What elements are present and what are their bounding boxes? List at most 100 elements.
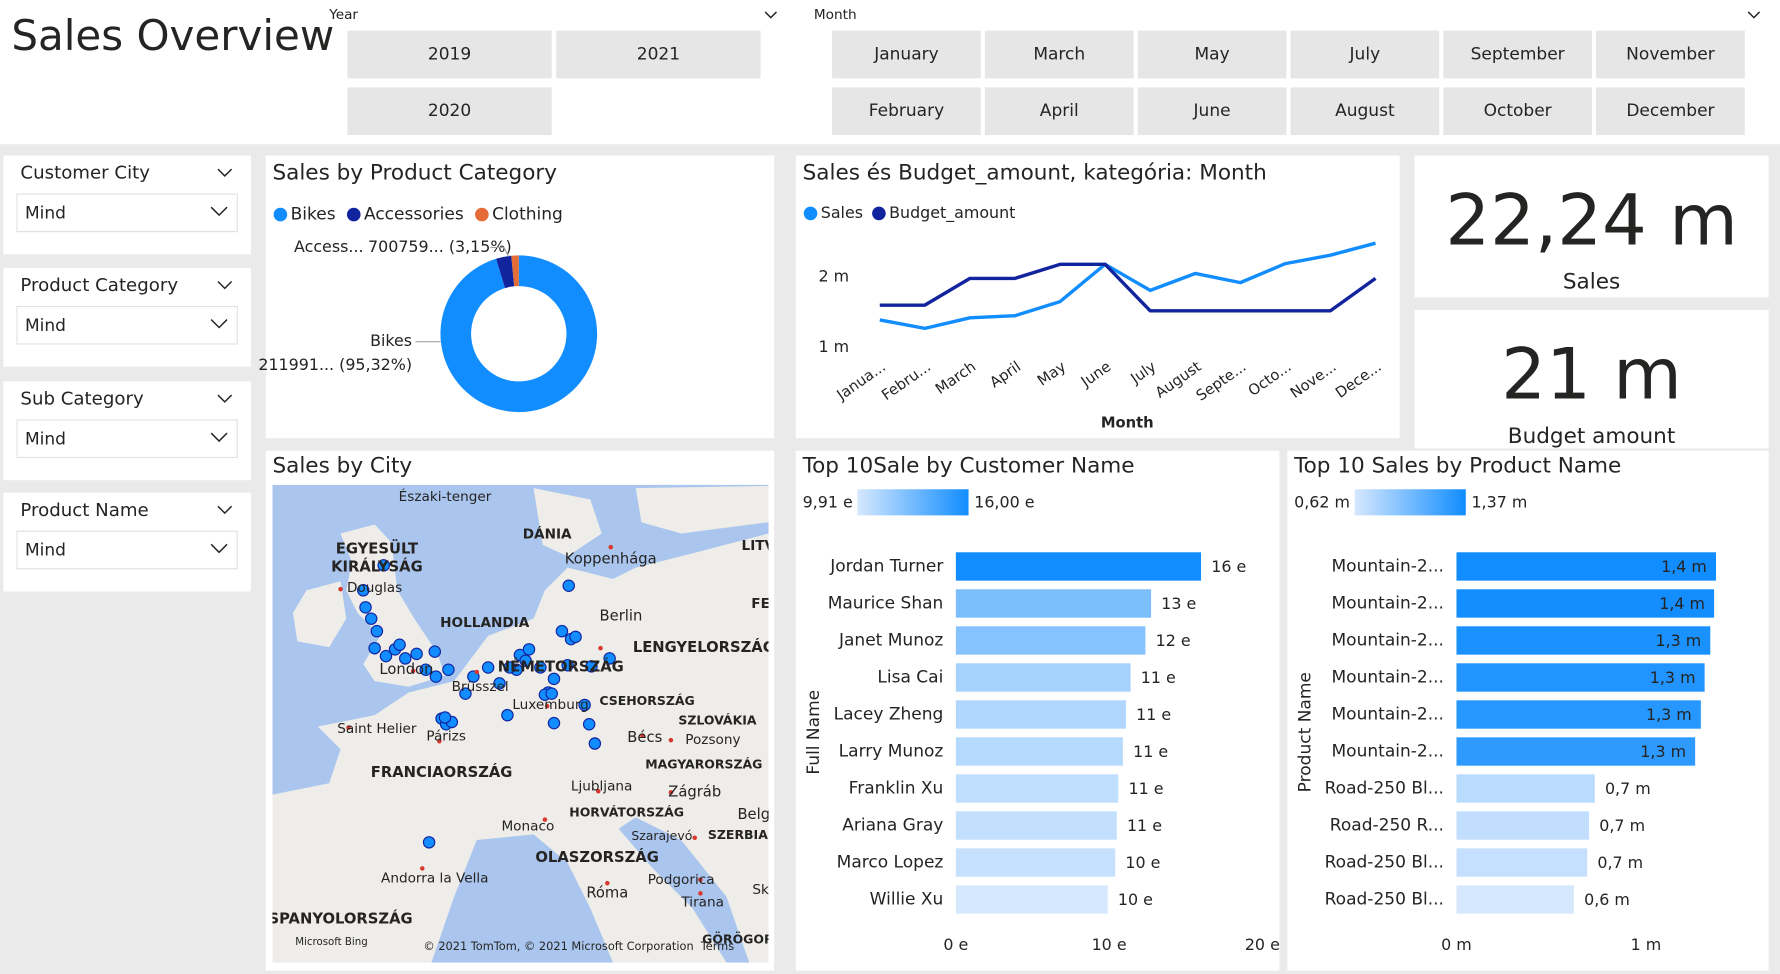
slicer-button[interactable] — [1137, 30, 1287, 79]
chevron-icon[interactable] — [217, 281, 233, 290]
chevron-icon[interactable] — [217, 394, 233, 403]
bar[interactable] — [955, 552, 1202, 581]
slicer-option[interactable]: 2020 — [428, 101, 471, 121]
city-point[interactable] — [547, 672, 561, 686]
slicer-option[interactable]: November — [1626, 44, 1715, 64]
slicer-option[interactable]: July — [1349, 44, 1381, 64]
city-point[interactable] — [582, 718, 596, 731]
city-point[interactable] — [364, 612, 378, 625]
slicer-button[interactable] — [1290, 87, 1440, 136]
city-point[interactable] — [561, 658, 574, 672]
slicer-option[interactable]: April — [1040, 101, 1079, 121]
slicer-option[interactable]: 2019 — [428, 44, 471, 64]
chevron-icon[interactable] — [210, 432, 228, 443]
slicer-option[interactable]: 2021 — [637, 44, 680, 64]
slicer-option[interactable]: December — [1626, 101, 1714, 121]
dropdown-value[interactable]: Mind — [25, 541, 66, 561]
city-point[interactable] — [410, 647, 423, 661]
slicer-button[interactable] — [832, 30, 981, 79]
dropdown[interactable] — [16, 419, 238, 459]
city-point[interactable] — [428, 645, 442, 658]
map-label[interactable]: Terms — [700, 939, 734, 953]
city-point[interactable] — [459, 687, 472, 700]
bar[interactable] — [955, 848, 1116, 877]
dropdown-value[interactable]: Mind — [25, 316, 66, 336]
city-point[interactable] — [370, 624, 384, 638]
city-point[interactable] — [438, 711, 452, 724]
bar[interactable] — [955, 885, 1108, 914]
city-point[interactable] — [493, 677, 506, 690]
slicer-button[interactable] — [984, 30, 1134, 79]
slicer-button[interactable] — [1443, 30, 1593, 79]
city-point[interactable] — [501, 708, 514, 722]
city-point[interactable] — [534, 661, 547, 674]
city-point[interactable] — [603, 652, 616, 665]
slicer-button[interactable] — [1596, 30, 1745, 79]
city-point[interactable] — [359, 601, 372, 614]
city-point[interactable] — [399, 652, 412, 665]
slicer-option[interactable]: June — [1193, 101, 1231, 121]
chevron-icon[interactable] — [210, 543, 228, 554]
dropdown-value[interactable]: Mind — [25, 203, 66, 223]
slicer-option[interactable]: February — [869, 101, 944, 121]
city-point[interactable] — [585, 660, 598, 673]
city-point[interactable] — [578, 698, 591, 712]
bar[interactable] — [955, 589, 1152, 618]
city-point[interactable] — [569, 630, 582, 644]
city-point[interactable] — [547, 716, 561, 730]
chevron-icon[interactable] — [764, 11, 778, 19]
bar[interactable] — [1456, 589, 1715, 618]
slicer-button[interactable] — [832, 87, 981, 136]
city-point[interactable] — [379, 649, 393, 663]
city-point[interactable] — [422, 836, 436, 849]
bar[interactable] — [1456, 848, 1588, 877]
city-point[interactable] — [555, 624, 569, 638]
city-point[interactable] — [562, 579, 575, 593]
chevron-icon[interactable] — [210, 319, 228, 329]
slicer-button[interactable] — [1443, 87, 1593, 136]
city-point[interactable] — [429, 670, 443, 683]
slicer-option[interactable]: October — [1484, 101, 1552, 121]
dropdown[interactable] — [16, 530, 238, 570]
chevron-icon[interactable] — [217, 505, 233, 515]
slicer-button[interactable] — [1596, 87, 1745, 136]
bar[interactable] — [955, 774, 1119, 803]
slicer-option[interactable]: May — [1194, 44, 1229, 64]
bar[interactable] — [1456, 811, 1590, 840]
city-point[interactable] — [545, 687, 558, 700]
dropdown[interactable] — [16, 193, 238, 233]
city-point[interactable] — [442, 663, 455, 677]
dropdown-value[interactable]: Mind — [25, 429, 66, 449]
city-point[interactable] — [377, 559, 390, 572]
city-point[interactable] — [503, 661, 516, 674]
bar[interactable] — [1456, 552, 1716, 581]
slicer-button[interactable] — [347, 87, 552, 136]
bar[interactable] — [955, 811, 1117, 840]
city-point[interactable] — [357, 584, 370, 597]
bar[interactable] — [1456, 663, 1705, 692]
slicer-option[interactable]: March — [1033, 44, 1085, 64]
map[interactable]: Északi-tenger DÁNIA EGYESÜLT KIRÁLYSÁG Dougl… — [268, 484, 775, 963]
chevron-icon[interactable] — [210, 206, 228, 217]
slicer-button[interactable] — [1290, 30, 1440, 79]
slicer-option[interactable]: August — [1335, 101, 1395, 121]
city-point[interactable] — [368, 641, 381, 655]
bar[interactable] — [1456, 626, 1711, 655]
bar[interactable] — [955, 626, 1146, 655]
bar[interactable] — [955, 700, 1126, 729]
slicer-button[interactable] — [1137, 87, 1287, 136]
slicer-option[interactable]: September — [1471, 44, 1565, 64]
slicer-option[interactable]: January — [873, 44, 939, 64]
dropdown[interactable] — [16, 305, 238, 345]
slicer-button[interactable] — [556, 30, 761, 79]
bar[interactable] — [1456, 774, 1595, 803]
bar[interactable] — [955, 737, 1123, 766]
city-point[interactable] — [519, 654, 532, 667]
bar[interactable] — [955, 663, 1131, 692]
bar[interactable] — [1456, 700, 1701, 729]
city-point[interactable] — [522, 643, 536, 656]
city-point[interactable] — [481, 661, 495, 674]
slicer-button[interactable] — [347, 30, 552, 79]
city-point[interactable] — [393, 638, 406, 652]
city-point[interactable] — [588, 737, 602, 750]
